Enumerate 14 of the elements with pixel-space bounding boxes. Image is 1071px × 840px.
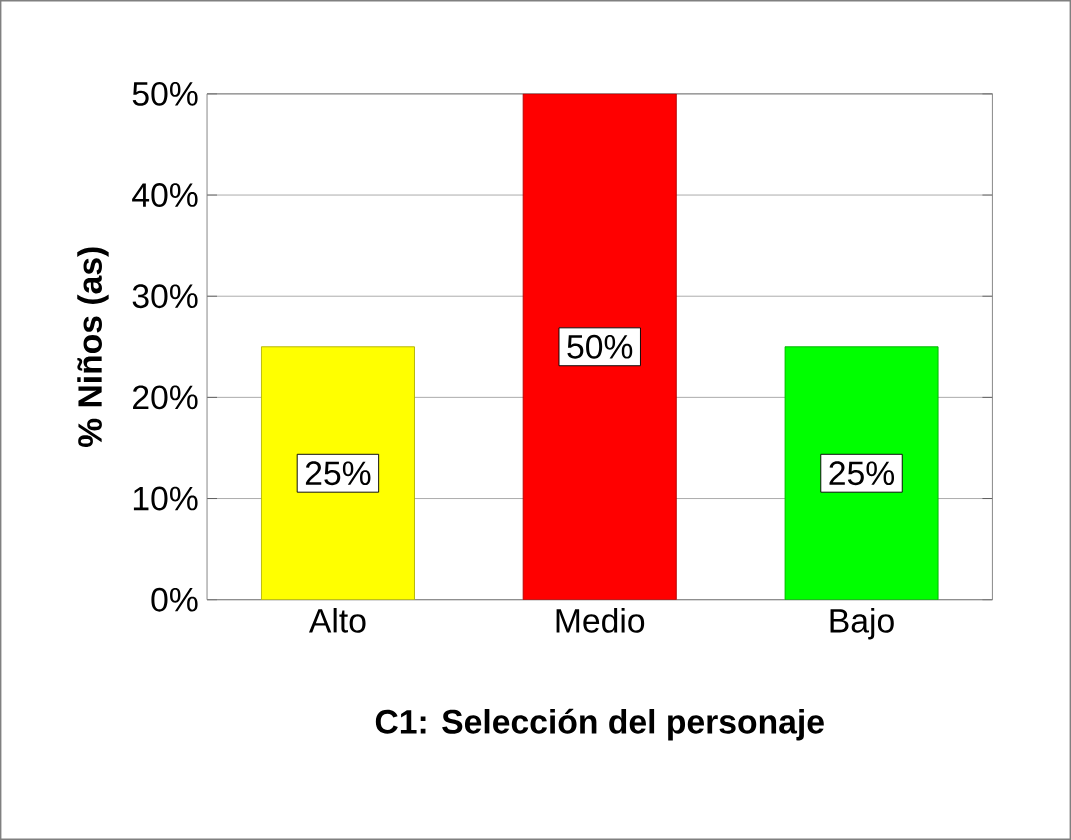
- y-tick-label: 20%: [133, 385, 198, 410]
- x-tick-label: Alto: [308, 607, 366, 633]
- data-label: 25%: [829, 461, 895, 486]
- x-tick-label: Medio: [556, 607, 645, 633]
- data-label: 50%: [567, 334, 633, 359]
- y-tick-label: 40%: [132, 183, 198, 207]
- x-axis-title: C1: Selección del personaje: [375, 708, 824, 741]
- y-tick-label: 30%: [132, 284, 198, 309]
- data-label: 25%: [305, 461, 371, 486]
- x-tick-label: Bajo: [830, 607, 894, 640]
- y-tick-label: 10%: [133, 486, 198, 511]
- y-tick-label: 50%: [132, 81, 198, 106]
- y-axis-title: % Niños (as): [77, 247, 109, 448]
- y-tick-label: 0%: [151, 587, 198, 612]
